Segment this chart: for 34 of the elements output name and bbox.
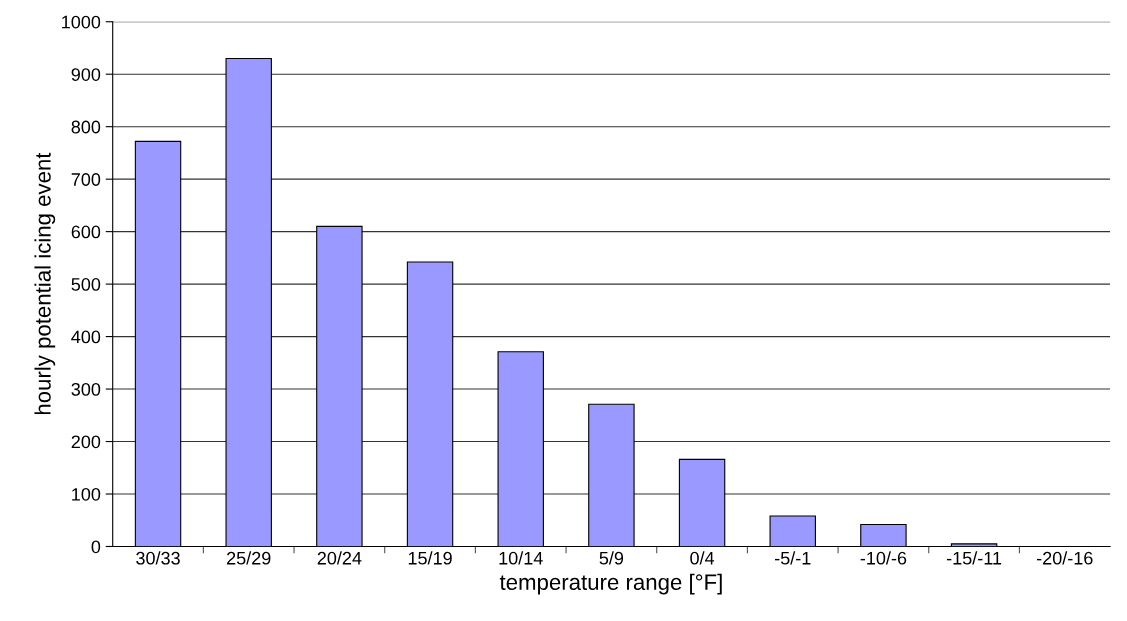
- bar: [860, 523, 907, 547]
- bar: [497, 351, 544, 547]
- x-tick-label: -20/-16: [1036, 551, 1093, 565]
- x-tick-label: 0/4: [690, 551, 715, 565]
- x-tick-label: -15/-11: [946, 551, 1002, 565]
- x-tick-label: 15/19: [408, 551, 452, 565]
- x-tick-label: 30/33: [136, 551, 180, 565]
- y-tick-label: 0: [91, 540, 101, 554]
- bar: [769, 515, 816, 547]
- y-tick-label: 400: [71, 330, 101, 344]
- x-tick-label: -5/-1: [774, 551, 811, 565]
- x-tick-label: 25/29: [227, 551, 271, 565]
- x-tick-label: -10/-6: [860, 551, 907, 565]
- y-tick-label: 1000: [62, 15, 101, 29]
- x-tick-label: 20/24: [317, 551, 362, 565]
- y-tick-label: 100: [72, 487, 101, 501]
- y-tick-label: 700: [71, 173, 101, 186]
- x-axis-title: temperature range [°F]: [499, 573, 722, 595]
- bar: [316, 225, 363, 547]
- y-tick-label: 200: [71, 435, 101, 449]
- bar: [134, 140, 182, 547]
- x-tick-label: 5/9: [599, 551, 624, 565]
- y-tick-label: 500: [71, 278, 101, 291]
- y-tick-label: 800: [71, 120, 101, 134]
- y-tick-label: 300: [71, 382, 101, 396]
- bar: [225, 57, 272, 547]
- bar: [406, 261, 454, 547]
- bar: [588, 403, 635, 547]
- y-tick-label: 600: [71, 225, 101, 239]
- x-tick-label: 10/14: [499, 551, 543, 565]
- bar: [950, 543, 998, 547]
- y-tick-label: 900: [71, 68, 101, 81]
- y-axis-title: hourly potential icing event: [34, 152, 56, 415]
- bar: [678, 458, 726, 547]
